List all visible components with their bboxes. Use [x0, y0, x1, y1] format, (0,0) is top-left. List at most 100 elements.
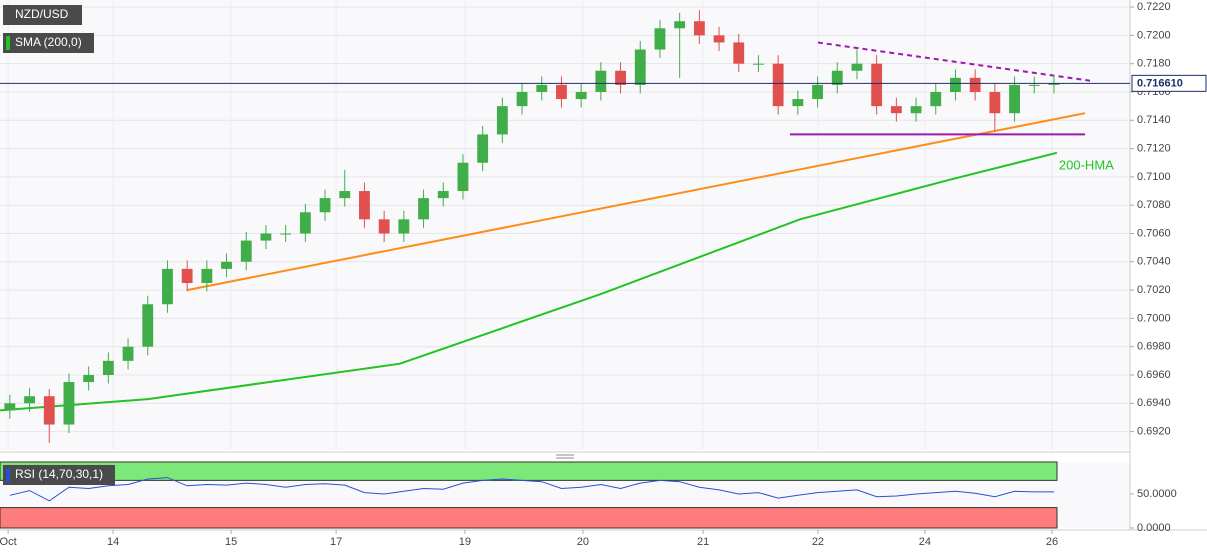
- candle-body: [1009, 84, 1020, 114]
- x-tick-label: 21: [697, 536, 709, 548]
- y-tick-label: 0.6960: [1137, 369, 1171, 381]
- oversold-zone: [0, 507, 1058, 529]
- y-tick-label: 0.6980: [1137, 341, 1171, 353]
- x-tick-label: 20: [577, 536, 589, 548]
- y-tick-label: 0.7120: [1137, 142, 1171, 154]
- candle-body: [693, 21, 705, 36]
- candle-body: [201, 268, 213, 284]
- x-tick-label: 19: [459, 536, 471, 548]
- candle-body: [437, 191, 449, 199]
- candle-body: [319, 198, 331, 213]
- candle-body: [83, 375, 95, 383]
- candle-body: [457, 162, 469, 192]
- x-tick-label: 22: [812, 536, 824, 548]
- candle-body: [792, 99, 804, 107]
- candle-body: [575, 91, 587, 100]
- x-tick-label: 17: [330, 536, 342, 548]
- y-tick-label: 0.7080: [1137, 199, 1171, 211]
- y-tick-label: 0.7140: [1137, 114, 1171, 126]
- chart-title: NZD/USD: [15, 7, 69, 21]
- candle-body: [280, 233, 292, 235]
- candle-body: [930, 91, 942, 107]
- indicator-box: [3, 33, 94, 53]
- candle-body: [753, 63, 764, 65]
- candle-body: [181, 268, 193, 284]
- candle-body: [890, 106, 902, 114]
- candle-body: [477, 134, 489, 163]
- x-tick-label: Oct: [0, 536, 17, 548]
- candle-body: [950, 77, 961, 92]
- candle-body: [851, 63, 863, 71]
- y-tick-label: 0.7200: [1137, 29, 1171, 41]
- candle-body: [378, 219, 390, 234]
- candle-body: [713, 35, 725, 43]
- candle-body: [4, 403, 16, 411]
- candle-body: [122, 346, 134, 361]
- candle-body: [221, 261, 232, 269]
- candle-body: [831, 70, 843, 85]
- candle-body: [24, 396, 35, 404]
- trend-line: [186, 112, 1086, 292]
- overbought-zone: [0, 461, 1058, 481]
- y-tick-label: 0.7020: [1137, 284, 1171, 296]
- x-tick-label: 14: [107, 536, 119, 548]
- y-tick-label: 0.6940: [1137, 397, 1171, 409]
- candle-body: [162, 268, 173, 305]
- candle-body: [654, 28, 666, 50]
- x-tick-label: 26: [1046, 536, 1058, 548]
- candle-body: [615, 70, 626, 85]
- candle-body: [418, 198, 429, 220]
- candle-body: [359, 191, 370, 220]
- candle-body: [1028, 84, 1040, 86]
- candle-body: [536, 84, 548, 92]
- last-price-box: [1131, 74, 1207, 92]
- y-tick-label: 0.7100: [1137, 171, 1171, 183]
- rsi-title: RSI (14,70,30,1): [15, 467, 103, 481]
- y-tick-label: 0.6920: [1137, 426, 1171, 438]
- candle-body: [339, 191, 351, 199]
- candle-body: [772, 63, 784, 107]
- trend-line: [0, 151, 1058, 412]
- y-tick-label: 0.7040: [1137, 256, 1171, 268]
- line-label: 200-HMA: [1059, 157, 1114, 172]
- candle-body: [969, 77, 981, 92]
- indicator-label: SMA (200,0): [15, 35, 82, 49]
- trend-line: [817, 41, 1091, 82]
- candle-body: [496, 106, 508, 135]
- y-tick-label: 0.7220: [1137, 1, 1171, 13]
- candle-body: [674, 21, 686, 29]
- candle-body: [1048, 83, 1060, 85]
- plot-area: [0, 0, 1130, 450]
- last-price-label: 0.716610: [1137, 77, 1183, 89]
- candle-body: [43, 396, 55, 425]
- y-tick-label: 0.7180: [1137, 58, 1171, 70]
- candle-body: [240, 240, 252, 262]
- candle-body: [733, 42, 745, 64]
- y-tick-label: 0.7060: [1137, 227, 1171, 239]
- candle-body: [102, 360, 114, 375]
- y-tick-label: 0.0000: [1137, 522, 1171, 534]
- candle-body: [556, 84, 567, 100]
- candle-body: [910, 106, 922, 114]
- title-box: [3, 5, 82, 25]
- candle-body: [63, 382, 75, 425]
- candle-body: [595, 70, 607, 92]
- candle-body: [989, 91, 1001, 114]
- candle-body: [516, 91, 528, 107]
- candle-body: [260, 233, 272, 241]
- candle-body: [871, 63, 883, 107]
- y-tick-label: 50.0000: [1137, 488, 1177, 500]
- candle-body: [812, 84, 823, 100]
- x-tick-label: 24: [919, 536, 931, 548]
- y-tick-label: 0.7000: [1137, 312, 1171, 324]
- candle-body: [398, 219, 410, 234]
- x-tick-label: 15: [225, 536, 237, 548]
- indicator-swatch: [6, 36, 10, 50]
- candle-body: [299, 212, 311, 234]
- candle-body: [142, 304, 154, 347]
- rsi-title-box: [3, 465, 115, 485]
- rsi-swatch: [6, 468, 10, 482]
- rsi-line: [9, 477, 1054, 502]
